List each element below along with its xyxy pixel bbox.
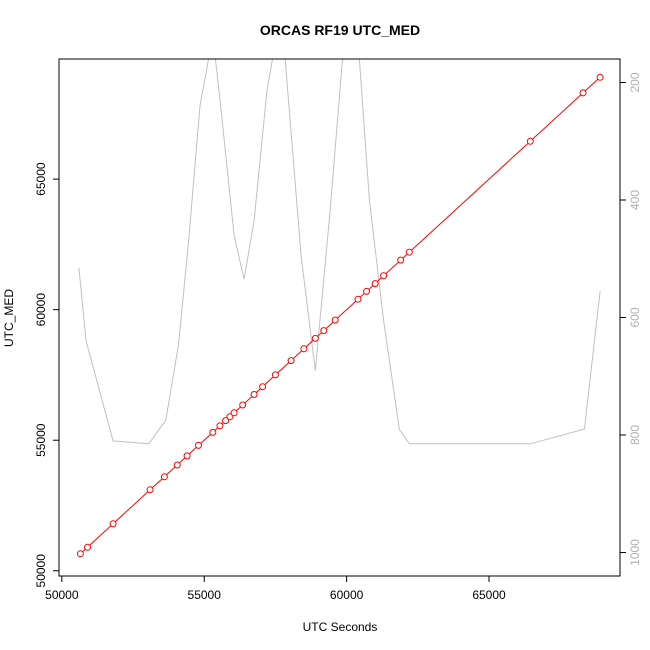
data-point <box>226 413 234 421</box>
y-tick-label: 60000 <box>34 293 48 327</box>
data-point <box>287 357 295 365</box>
data-point <box>109 520 117 528</box>
data-point <box>222 417 230 425</box>
data-point <box>405 248 413 256</box>
x-tick-label: 65000 <box>472 588 506 602</box>
data-point <box>579 89 587 97</box>
data-point <box>320 327 328 335</box>
data-point <box>363 287 371 295</box>
y2-tick-label: 600 <box>628 307 642 327</box>
data-point <box>380 272 388 280</box>
x-tick-label: 50000 <box>45 588 79 602</box>
data-point <box>173 461 181 469</box>
chart-title: ORCAS RF19 UTC_MED <box>260 22 420 38</box>
y2-tick-label: 1000 <box>628 539 642 566</box>
data-point <box>76 550 84 558</box>
y-axis-label: UTC_MED <box>2 289 16 347</box>
series-altitude <box>78 59 601 445</box>
y2-tick-label: 400 <box>628 190 642 210</box>
data-point <box>331 316 339 324</box>
data-point <box>230 409 238 417</box>
x-axis: 50000 55000 60000 65000 <box>45 575 506 602</box>
x-tick-label: 60000 <box>330 588 364 602</box>
x-axis-label: UTC Seconds <box>303 620 378 634</box>
x-tick-label: 55000 <box>188 588 222 602</box>
y-tick-label: 65000 <box>34 162 48 196</box>
data-point <box>183 452 191 460</box>
data-point <box>259 383 267 391</box>
data-point <box>526 137 534 145</box>
data-point <box>209 428 217 436</box>
data-point <box>271 371 279 379</box>
data-point <box>354 295 362 303</box>
y2-tick-label: 200 <box>628 72 642 92</box>
y-tick-label: 55000 <box>34 423 48 457</box>
data-point <box>311 334 319 342</box>
y2-axis: 200 400 600 800 1000 <box>619 72 642 566</box>
data-point <box>146 486 154 494</box>
data-point <box>84 543 91 551</box>
plot-area <box>58 58 621 577</box>
data-point <box>239 401 247 409</box>
utc-med-line <box>80 76 601 555</box>
data-point <box>216 422 224 430</box>
data-point <box>371 280 379 288</box>
y-axis: 50000 55000 60000 65000 <box>34 162 60 588</box>
data-point <box>160 473 168 481</box>
data-point <box>397 256 405 264</box>
series-utc-med <box>76 73 604 558</box>
y-tick-label: 50000 <box>34 554 48 588</box>
data-point <box>250 391 258 398</box>
data-point <box>300 345 308 353</box>
data-point <box>195 441 202 449</box>
data-point <box>596 73 604 81</box>
altitude-line <box>78 59 601 445</box>
y2-tick-label: 800 <box>628 425 642 445</box>
